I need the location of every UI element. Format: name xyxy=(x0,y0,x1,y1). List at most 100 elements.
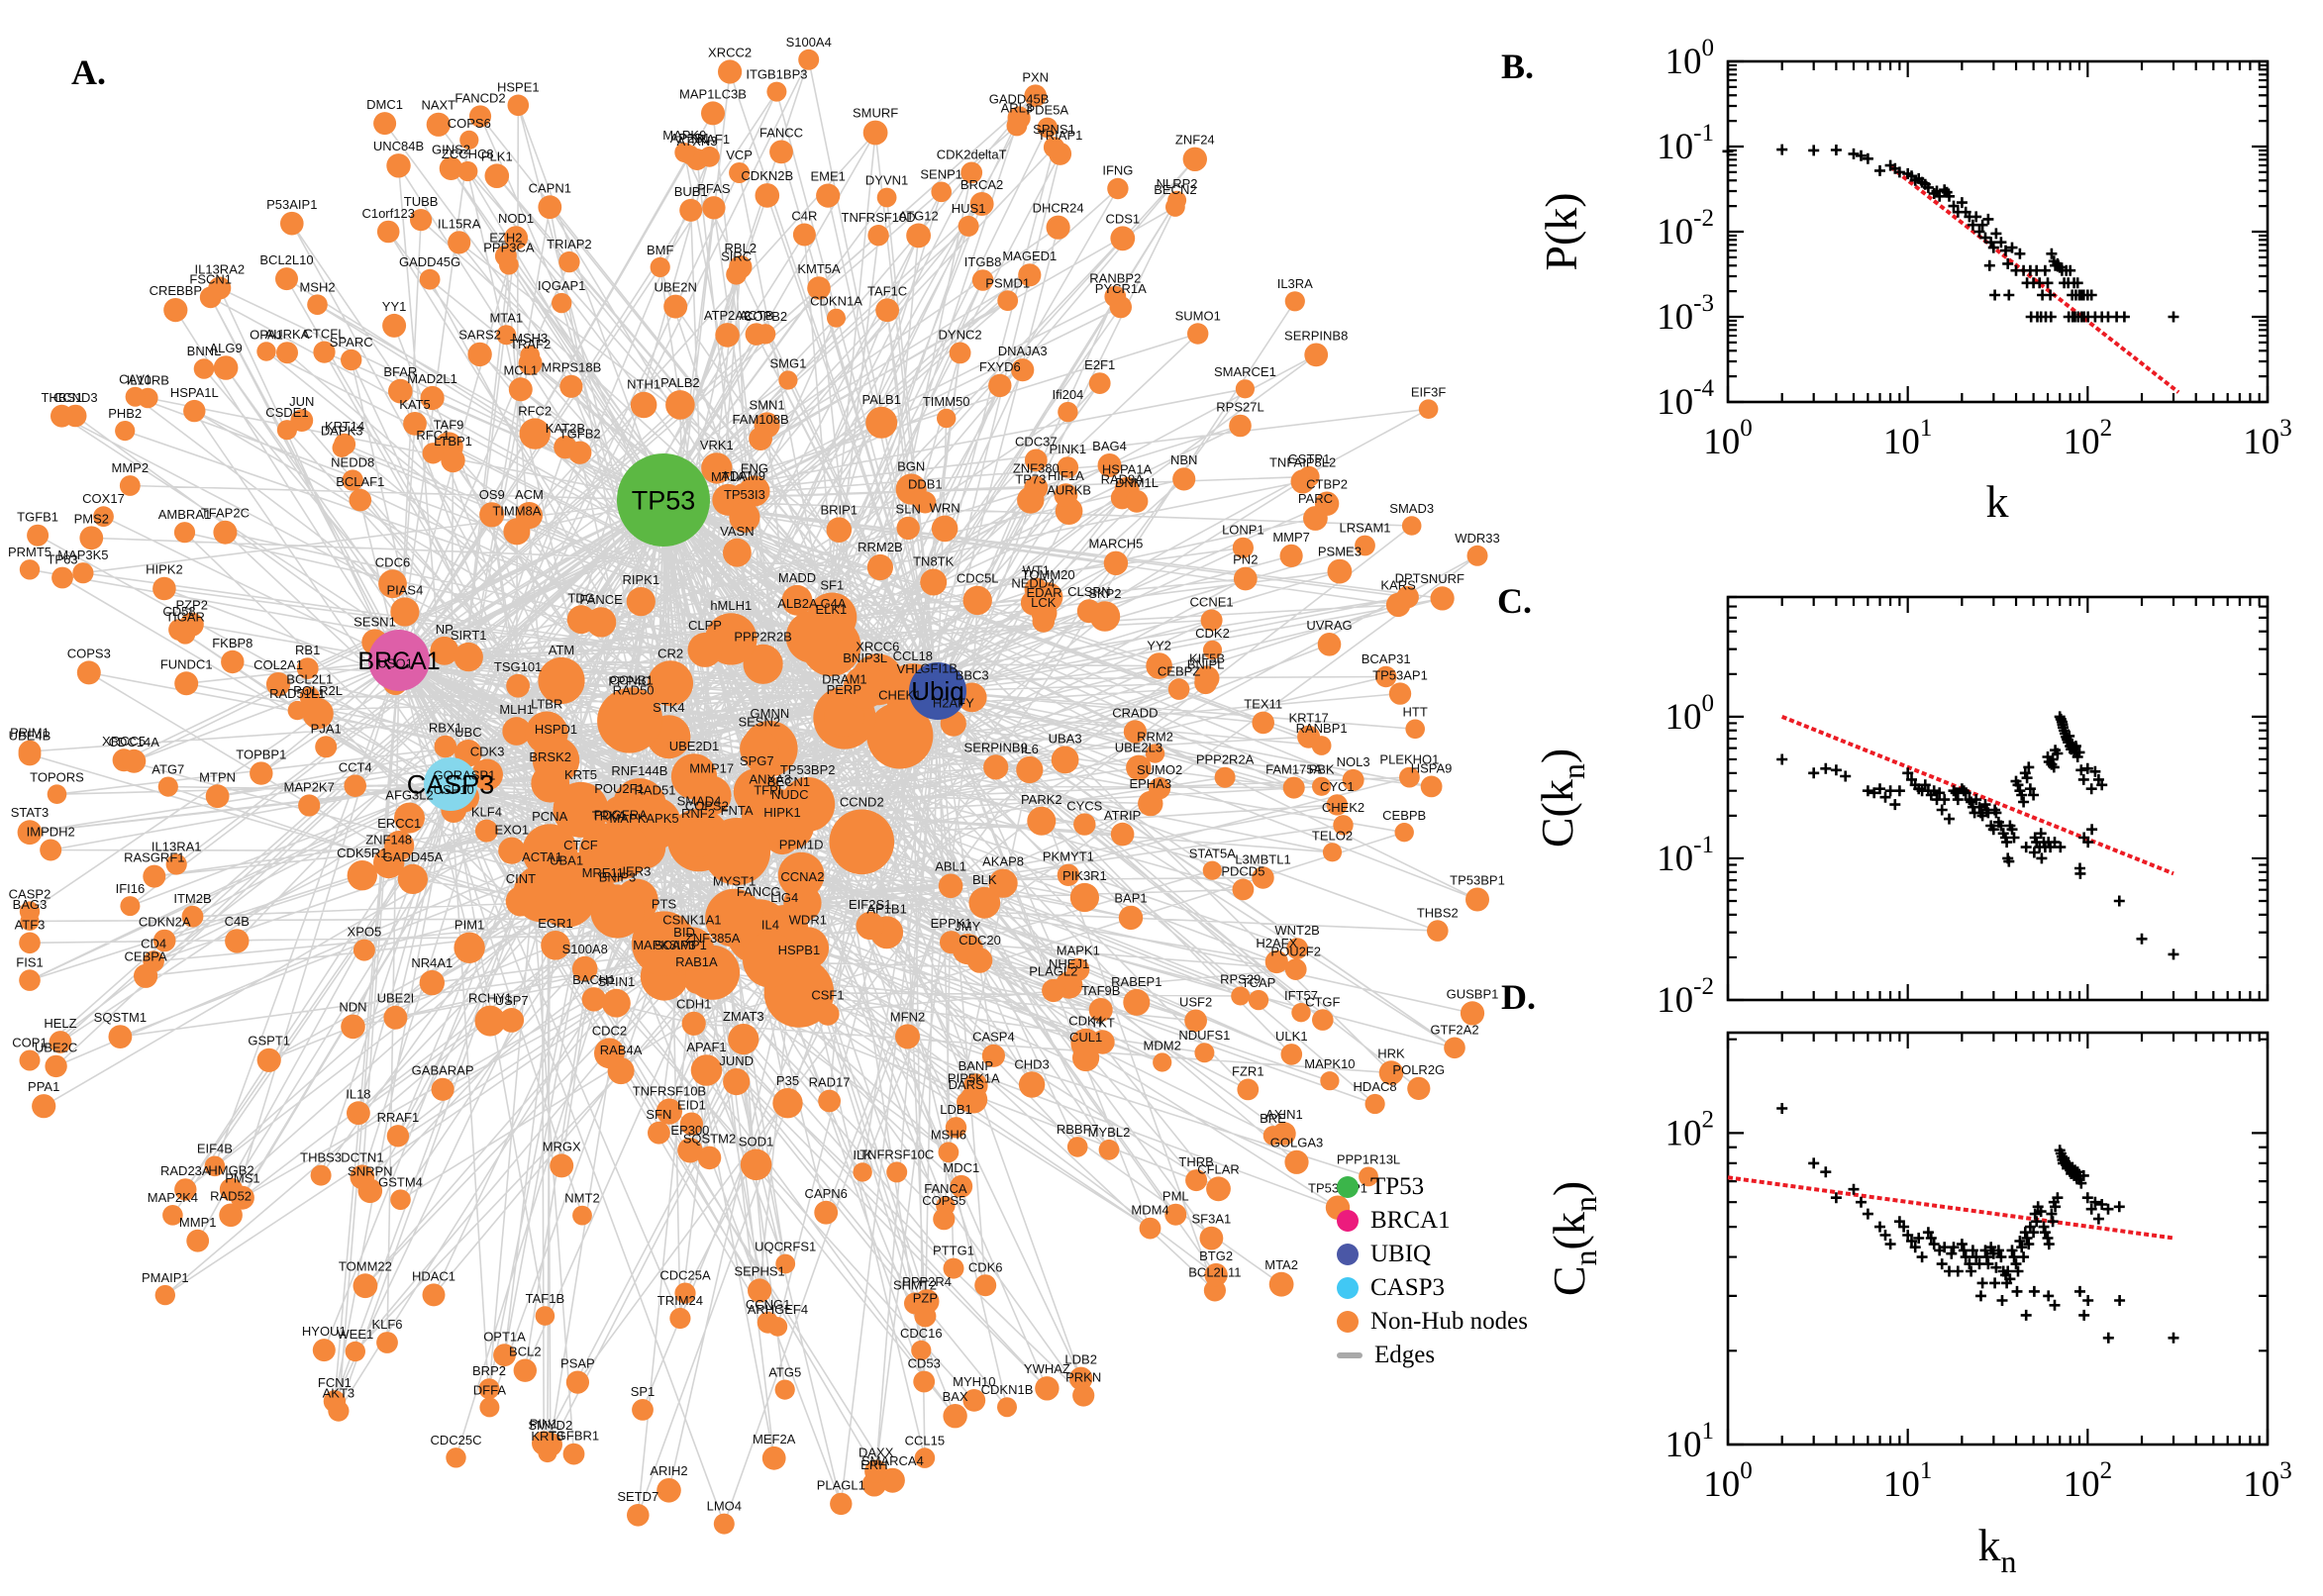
network-node xyxy=(1359,1166,1378,1187)
network-node-label: KRT5 xyxy=(564,767,597,782)
network-node-label: CTBP2 xyxy=(1306,477,1348,492)
network-node-label: PYCR1A xyxy=(1095,281,1147,296)
network-node xyxy=(1232,537,1254,558)
network-node-label: OS9 xyxy=(479,487,505,502)
network-node xyxy=(1291,1003,1311,1023)
network-node-label: SEPHS1 xyxy=(734,1263,784,1278)
network-node xyxy=(958,215,979,237)
network-node-label: EDAR xyxy=(1026,585,1061,600)
network-node xyxy=(1232,878,1255,901)
network-node-label: CCL18 xyxy=(893,648,933,663)
network-node-label: SMARCA4 xyxy=(861,1453,924,1468)
network-node-label: EME1 xyxy=(810,169,845,184)
network-node xyxy=(983,754,1009,780)
network-node-label: PMS1 xyxy=(225,1171,259,1186)
network-node xyxy=(690,1054,723,1086)
network-node-label: KRT14 xyxy=(325,419,364,434)
network-node xyxy=(1202,860,1222,880)
network-node-label: E2F1 xyxy=(1084,357,1115,372)
network-node-label: JMY xyxy=(955,919,980,934)
network-node-label: PLAGL2 xyxy=(1029,964,1077,979)
network-node xyxy=(426,112,451,137)
network-node-label: NOD1 xyxy=(498,211,534,226)
network-node xyxy=(1194,1043,1215,1063)
network-node-label: BNNL xyxy=(187,344,222,358)
legend-item-non-hub: Non-Hub nodes xyxy=(1337,1305,1528,1339)
network-node-label: AP2B1 xyxy=(670,131,710,146)
network-node xyxy=(1252,866,1274,889)
y-axis-title: C(kn) xyxy=(1532,748,1591,848)
network-node xyxy=(749,427,772,450)
network-node xyxy=(920,568,948,596)
network-node-label: CDK3 xyxy=(470,745,505,759)
network-node xyxy=(439,156,463,180)
network-node-label: PDE5A xyxy=(1026,103,1068,118)
legend-color-dot xyxy=(1337,1277,1359,1299)
network-node-label: UBE2I xyxy=(377,991,415,1006)
network-node-label: RANBP2 xyxy=(1089,271,1141,286)
network-node xyxy=(471,758,503,791)
network-node-label: C4R xyxy=(791,209,817,224)
network-node-label: GADD45A xyxy=(383,849,444,864)
network-node xyxy=(786,927,830,969)
network-node-label: TUBB xyxy=(404,194,439,209)
network-node-label: FNTA xyxy=(721,803,754,818)
network-node-label: CDKN2A xyxy=(139,915,191,930)
network-node xyxy=(933,1208,956,1231)
hub-label-casp3: CASP3 xyxy=(407,769,495,799)
network-node-label: RAD52 xyxy=(210,1189,252,1204)
network-node xyxy=(152,929,176,952)
network-node xyxy=(1107,177,1129,200)
network-node xyxy=(108,1025,133,1048)
network-node xyxy=(778,370,798,390)
power-law-fit-line xyxy=(1780,715,2174,876)
x-axis-title: k xyxy=(1986,476,2009,527)
network-node-label: TN8TK xyxy=(913,553,955,568)
network-node-label: GADD45G xyxy=(399,254,460,269)
network-node xyxy=(1465,887,1489,912)
network-node xyxy=(911,1340,932,1360)
network-node-label: DYVN1 xyxy=(865,173,908,188)
network-node xyxy=(474,1005,506,1037)
network-node xyxy=(256,342,276,361)
network-node xyxy=(40,839,62,861)
network-node xyxy=(1320,1071,1340,1091)
network-node xyxy=(1199,1226,1224,1250)
network-node xyxy=(701,101,725,126)
network-node-label: KRT8 xyxy=(531,1429,563,1444)
legend-color-dot xyxy=(1337,1210,1359,1232)
network-node-label: PARC xyxy=(1298,491,1333,506)
network-node xyxy=(1073,813,1096,836)
network-node-label: XRCC5 xyxy=(102,734,146,748)
network-node xyxy=(19,969,41,991)
network-node-label: TRAF2 xyxy=(510,337,551,351)
hub-label-ubiq: Ubiq xyxy=(911,676,963,706)
network-node-label: KMT5A xyxy=(797,261,841,276)
network-node-label: BANP xyxy=(959,1058,993,1073)
network-node xyxy=(19,932,41,954)
network-node xyxy=(1037,117,1059,139)
network-node xyxy=(32,1094,56,1119)
network-node-label: CLSPN xyxy=(1067,584,1110,599)
network-node-label: CSDE1 xyxy=(265,405,308,420)
network-node xyxy=(1123,988,1151,1016)
network-node xyxy=(774,1379,795,1400)
network-node-label: CD58 xyxy=(162,604,195,619)
network-node-label: USP10 xyxy=(434,782,474,797)
network-node xyxy=(174,1178,197,1201)
network-node xyxy=(830,1492,853,1516)
network-node xyxy=(829,809,895,875)
network-node-label: BRSK2 xyxy=(529,749,571,764)
network-node xyxy=(1098,1139,1120,1160)
network-node-label: PDGFRA xyxy=(594,808,649,823)
network-node xyxy=(1202,640,1223,660)
network-node-label: EP300 xyxy=(670,1123,709,1138)
network-node xyxy=(168,619,190,641)
network-node-label: PDCD5 xyxy=(1221,864,1264,879)
network-node-label: BAP1 xyxy=(1114,891,1147,906)
network-node-label: POLR2G xyxy=(1392,1062,1445,1077)
network-node-label: MMP7 xyxy=(1272,530,1310,545)
network-node xyxy=(701,452,733,484)
